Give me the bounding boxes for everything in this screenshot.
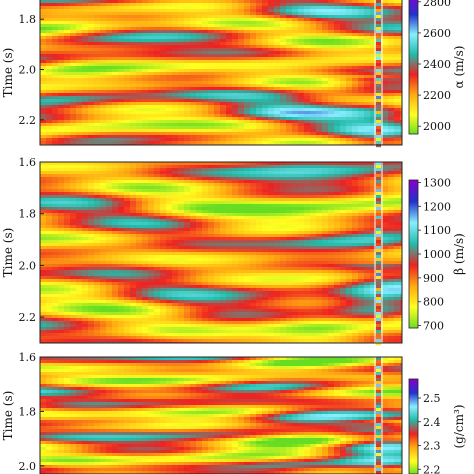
colorbar-tick-label: 2.2 — [423, 463, 441, 474]
colorbar-tick-label: 2200 — [423, 89, 451, 102]
panel-3: 1.6 1.8 2.0 Time (s) 2.2 2.3 2.4 2.5 (g/cm³) — [1, 351, 466, 474]
colorbar-tick-label: 2800 — [423, 0, 451, 9]
y-tick-label: 1.6 — [19, 351, 37, 364]
colorbar: 2000 2200 2400 2600 2800 α (m/s) — [408, 0, 466, 135]
colorbar-tick-label: 2.3 — [423, 440, 441, 453]
panel-2: 1.6 1.8 2.0 2.2 Time (s) 700 800 900 1000 1100 120… — [1, 156, 466, 346]
colorbar-tick-label: 900 — [423, 272, 444, 285]
well-log-trace — [374, 357, 383, 474]
plot-frame — [39, 356, 403, 474]
y-tick-label: 1.8 — [19, 405, 37, 418]
y-tick-label: 2.0 — [19, 64, 37, 77]
y-axis-label: Time (s) — [1, 391, 15, 441]
well-log-trace — [374, 0, 383, 148]
heatmap-image — [40, 162, 402, 343]
colorbar-tick-label: 2600 — [423, 27, 451, 40]
colorbar-tick-label: 1300 — [423, 176, 451, 189]
colorbar-tick-label: 2400 — [423, 58, 451, 71]
colorbar-tick-label: 2000 — [423, 120, 451, 133]
y-tick-label: 1.8 — [19, 208, 37, 221]
y-tick-label: 1.6 — [19, 156, 37, 169]
colorbar: 700 800 900 1000 1100 1200 1300 β (m/s) — [408, 176, 466, 333]
panel-1: 1.8 2.0 2.2 Time (s) 2000 2200 2400 2600 2800 α (… — [1, 0, 466, 148]
y-tick-label: 2.0 — [19, 460, 37, 473]
y-axis-label: Time (s) — [1, 228, 15, 278]
heatmap-image — [40, 0, 402, 145]
plot-frame — [39, 161, 403, 344]
colorbar-tick-label: 1000 — [423, 248, 451, 261]
colorbar-tick-label: 1200 — [423, 200, 451, 213]
y-tick-label: 2.2 — [19, 114, 37, 127]
colorbar-label: α (m/s) — [452, 46, 466, 89]
colorbar-tick-label: 700 — [423, 320, 444, 333]
heatmap-image — [40, 357, 402, 474]
colorbar-label: β (m/s) — [452, 233, 466, 275]
colorbar: 2.2 2.3 2.4 2.5 (g/cm³) — [408, 378, 466, 474]
well-log-trace — [374, 162, 383, 346]
y-axis-label: Time (s) — [1, 48, 15, 98]
y-tick-label: 1.8 — [19, 13, 37, 26]
colorbar-tick-label: 2.5 — [423, 392, 441, 405]
y-tick-label: 2.2 — [19, 311, 37, 324]
y-tick-label: 2.0 — [19, 259, 37, 272]
colorbar-label: (g/cm³) — [452, 405, 466, 449]
colorbar-tick-label: 800 — [423, 296, 444, 309]
colorbar-tick-label: 1100 — [423, 224, 451, 237]
colorbar-tick-label: 2.4 — [423, 416, 441, 429]
